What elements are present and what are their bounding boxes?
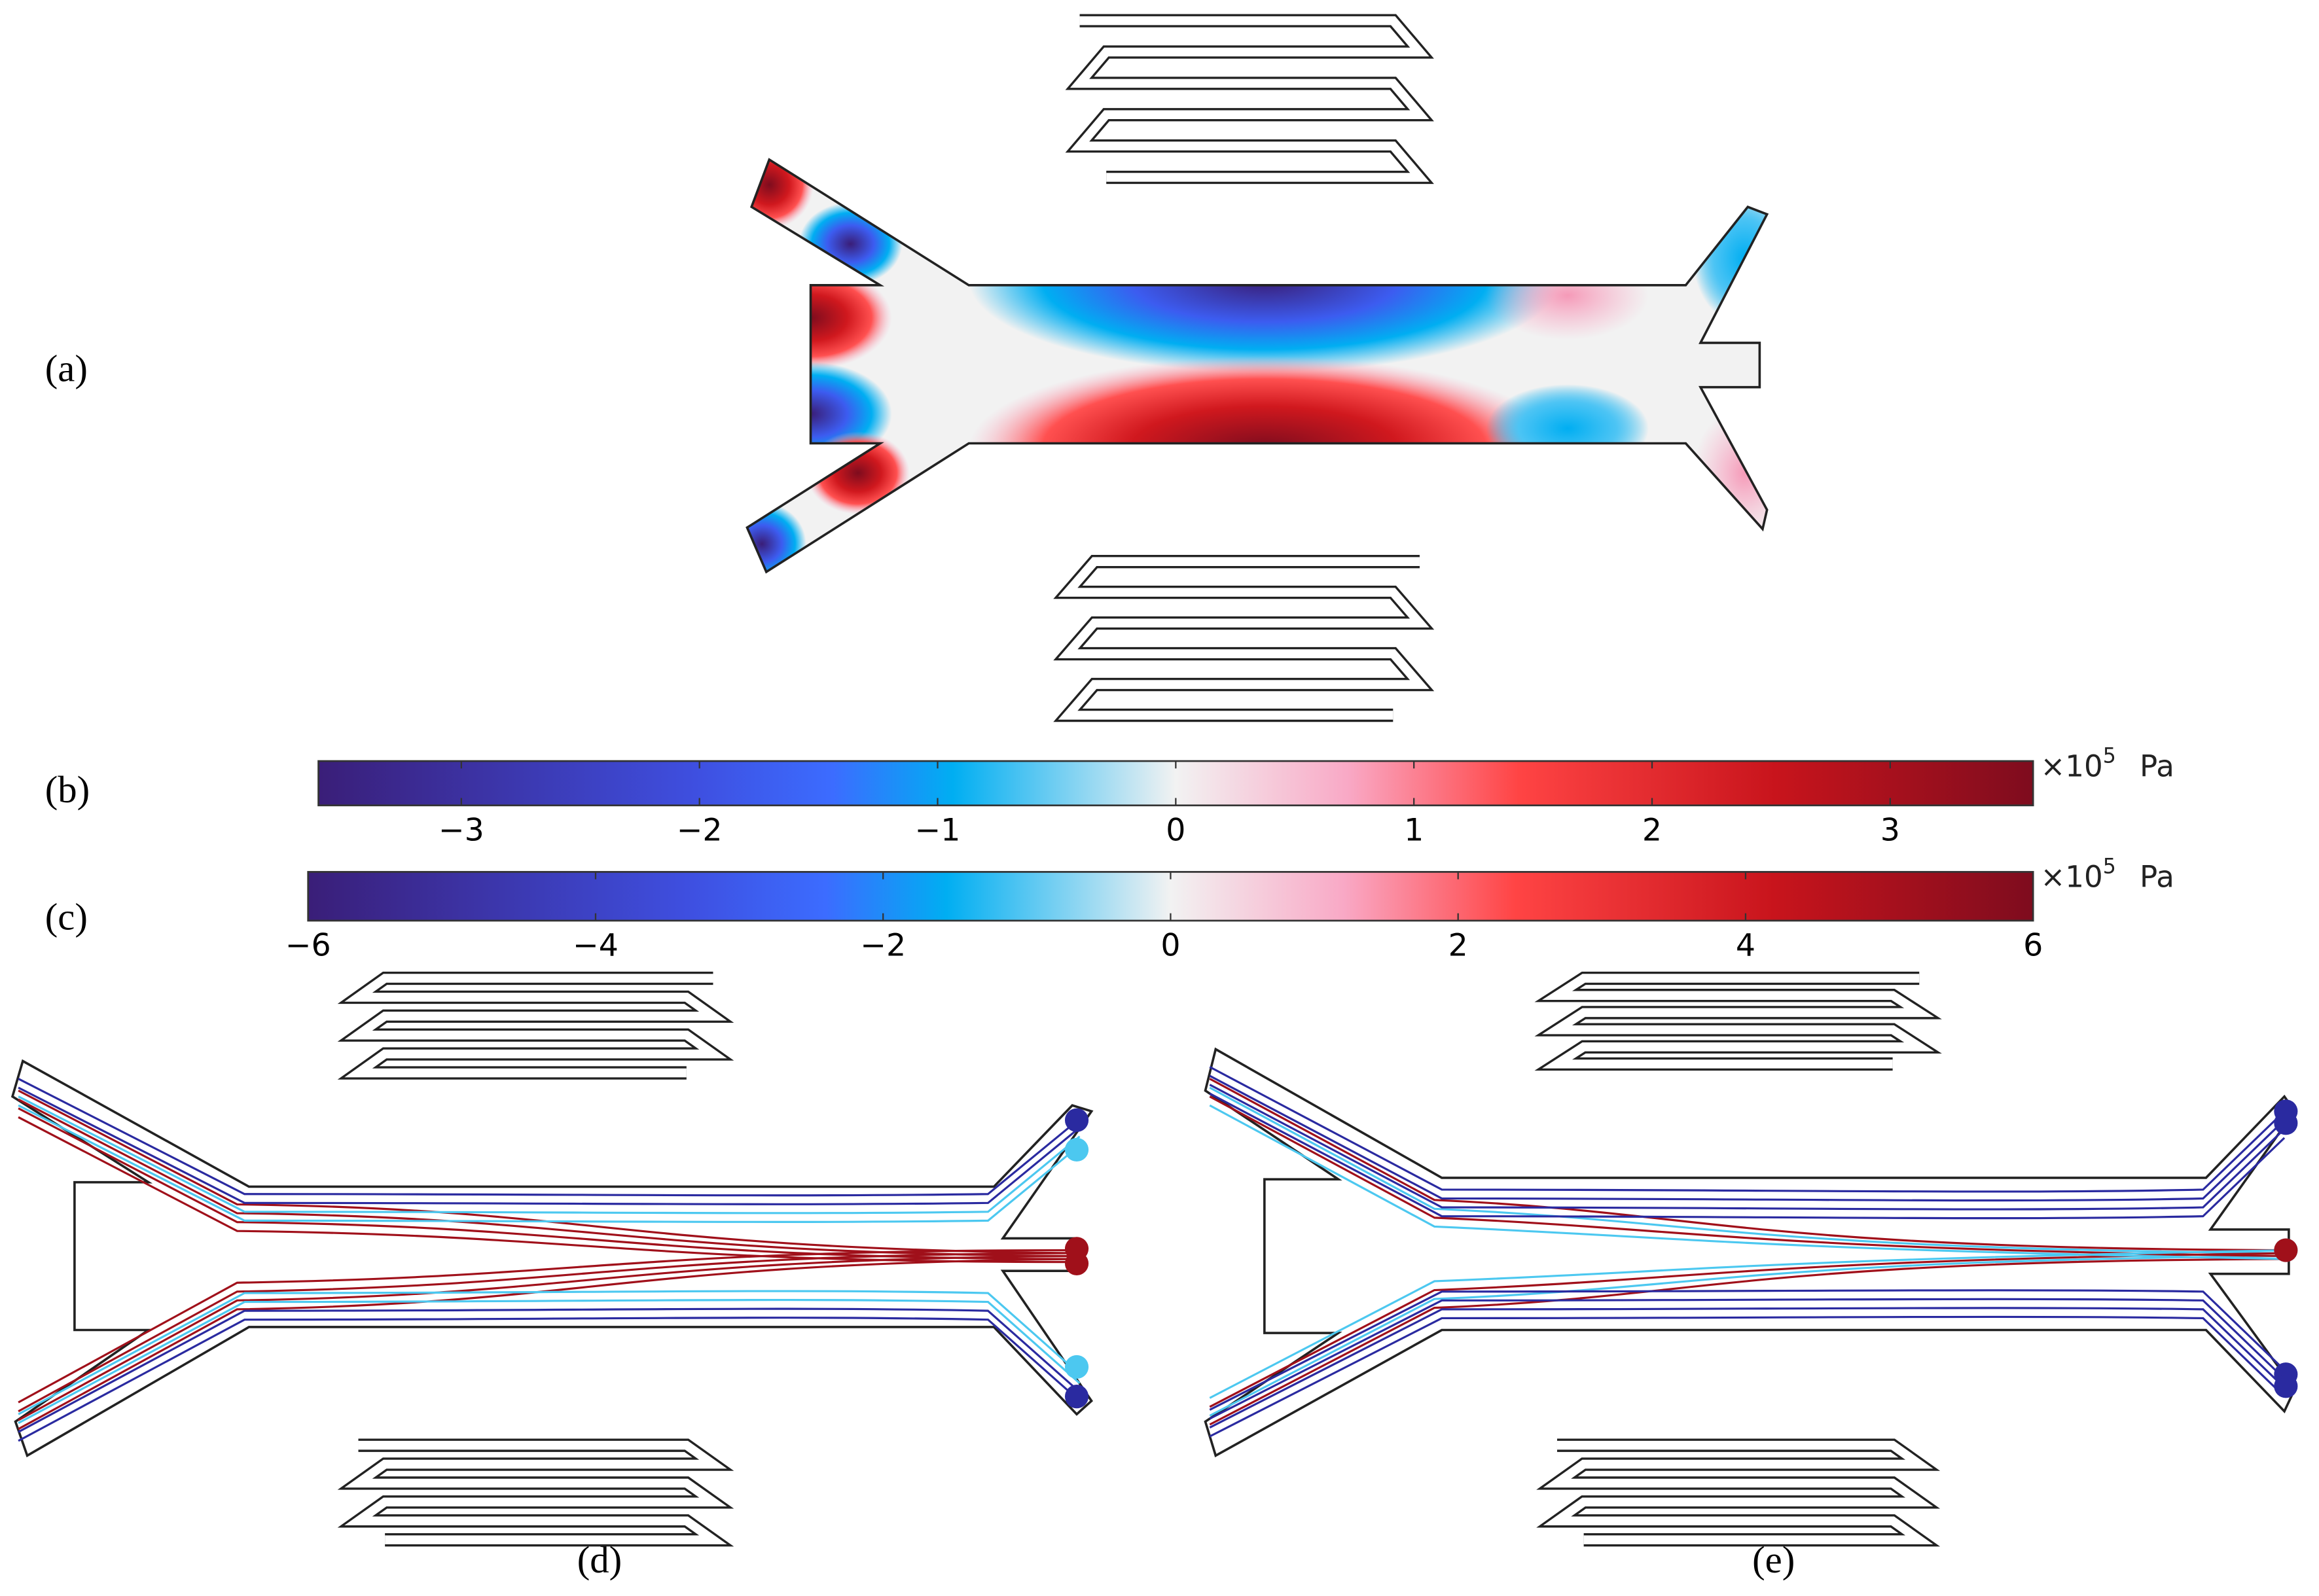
particle <box>1064 1385 1089 1409</box>
streamline <box>1209 1289 2286 1411</box>
particle <box>1064 1137 1089 1162</box>
electrode <box>337 971 734 1080</box>
streamline <box>1209 1084 2286 1211</box>
streamline <box>18 1095 1081 1215</box>
streamline <box>18 1299 1081 1425</box>
streamline <box>1209 1074 2286 1202</box>
panel-label: (c) <box>45 895 88 938</box>
tick-label: −2 <box>677 812 723 848</box>
tick-label: 0 <box>1160 928 1180 964</box>
streamline <box>18 1258 1077 1430</box>
streamline <box>18 1252 1077 1413</box>
electrode <box>1543 1440 1933 1544</box>
particle <box>2274 1111 2298 1135</box>
electrode <box>1053 555 1435 722</box>
streamline <box>18 1107 1077 1260</box>
tick-label: −4 <box>573 928 619 964</box>
streamline <box>1209 1258 2289 1426</box>
electrode <box>344 1440 727 1544</box>
tick-label: −1 <box>915 812 961 848</box>
streamline <box>18 1086 1081 1205</box>
streamline <box>18 1116 1077 1264</box>
particle <box>1064 1108 1089 1132</box>
particle <box>2274 1374 2298 1398</box>
pressure-field <box>747 159 1767 572</box>
unit: Pa <box>2140 749 2174 783</box>
streamline <box>18 1290 1081 1415</box>
multiplier: ×10 <box>2040 749 2102 783</box>
particle <box>1064 1355 1089 1379</box>
streamline <box>18 1104 1081 1223</box>
streamline <box>1209 1298 2286 1420</box>
streamline <box>1209 1066 2286 1193</box>
streamline <box>18 1249 1077 1404</box>
electrode <box>1070 16 1429 182</box>
exponent: 5 <box>2103 855 2116 879</box>
tick-label: 4 <box>1736 928 1755 964</box>
tick-label: 1 <box>1404 812 1424 848</box>
unit: Pa <box>2140 860 2174 895</box>
channel-outline <box>1204 1047 2297 1458</box>
electrode <box>1065 14 1434 185</box>
tick-label: 6 <box>2023 928 2043 964</box>
streamline <box>18 1307 1081 1433</box>
panel-labels: (a) (b) (c) (d) (e) <box>45 347 1795 1581</box>
tick-label: 2 <box>1642 812 1662 848</box>
unit-label: ×105 Pa <box>2040 855 2174 895</box>
exponent: 5 <box>2103 744 2116 768</box>
electrode <box>337 1438 734 1547</box>
streamline <box>18 1090 1077 1254</box>
tick-label: 2 <box>1448 928 1468 964</box>
unit-label: ×105 Pa <box>2040 744 2174 783</box>
streamline <box>18 1317 1081 1442</box>
streamline <box>18 1078 1081 1197</box>
panel-label: (a) <box>45 347 88 390</box>
tick-label: 3 <box>1880 812 1900 848</box>
particle <box>2274 1238 2298 1262</box>
particle <box>1064 1251 1089 1275</box>
tick-label: −2 <box>860 928 906 964</box>
streamline <box>1209 1307 2286 1428</box>
streamline <box>1209 1092 2286 1220</box>
streamline <box>1209 1315 2286 1438</box>
streamline <box>1209 1095 2289 1258</box>
electrode <box>1541 974 1935 1069</box>
streamline <box>1209 1255 2289 1417</box>
streamline <box>1209 1249 2289 1399</box>
tick-label: −3 <box>439 812 484 848</box>
streamline <box>1209 1104 2289 1260</box>
electrode <box>1536 1438 1941 1547</box>
tick-label: −6 <box>285 928 331 964</box>
electrode <box>1058 557 1429 720</box>
streamline <box>1209 1086 2289 1254</box>
streamline <box>1209 1252 2289 1408</box>
panel-label: (b) <box>45 768 90 811</box>
electrode <box>344 974 727 1078</box>
multiplier: ×10 <box>2040 860 2102 895</box>
tick-label: 0 <box>1166 812 1185 848</box>
streamline <box>1209 1078 2289 1252</box>
